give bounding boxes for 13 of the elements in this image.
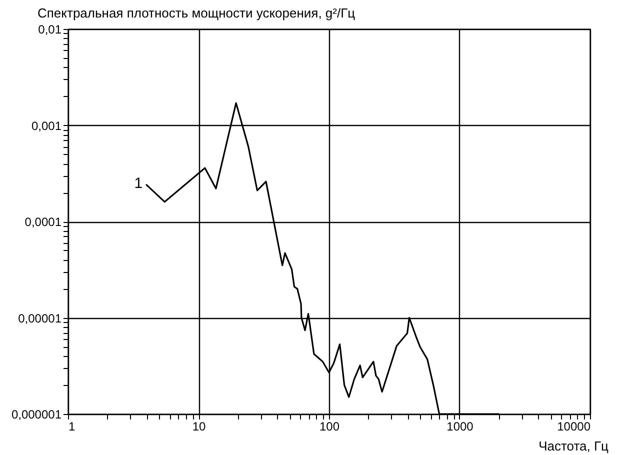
y-tick-label: 0,00001 bbox=[18, 311, 62, 326]
x-tick-label: 10 bbox=[192, 420, 206, 434]
series-label: 1 bbox=[134, 174, 143, 192]
x-axis-title: Частота, Гц bbox=[538, 438, 610, 454]
y-axis-title: Спектральная плотность мощности ускорения, g²/Гц bbox=[38, 6, 356, 20]
x-tick-label: 10000 bbox=[557, 420, 591, 434]
x-tick-label: 100 bbox=[319, 420, 340, 434]
y-tick-label: 0,0001 bbox=[24, 215, 62, 229]
y-tick-label: 0,01 bbox=[38, 22, 62, 36]
x-tick-label: 1 bbox=[68, 420, 76, 434]
y-tick-label: 0,000001 bbox=[11, 408, 62, 422]
y-tick-label: 0,001 bbox=[31, 118, 62, 133]
x-tick-label: 1000 bbox=[446, 420, 474, 434]
